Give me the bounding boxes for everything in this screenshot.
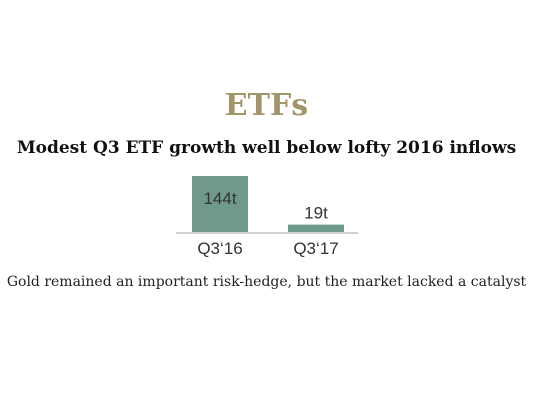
bar-data-label-2: 19t [304, 204, 328, 223]
bar-2 [288, 224, 344, 232]
bar-data-label-1: 144t [203, 189, 236, 208]
chart-subheading: Modest Q3 ETF growth well below lofty 20… [16, 138, 517, 158]
x-tick-label-2: Q3‘17 [293, 239, 338, 258]
chart-caption: Gold remained an important risk-hedge, b… [6, 274, 527, 290]
section-heading: ETFs [224, 88, 309, 123]
x-tick-label-1: Q3‘16 [197, 239, 242, 258]
bar-1 [192, 176, 248, 232]
etf-bar-chart: 144t Q3‘16 19t Q3‘17 [176, 176, 358, 258]
